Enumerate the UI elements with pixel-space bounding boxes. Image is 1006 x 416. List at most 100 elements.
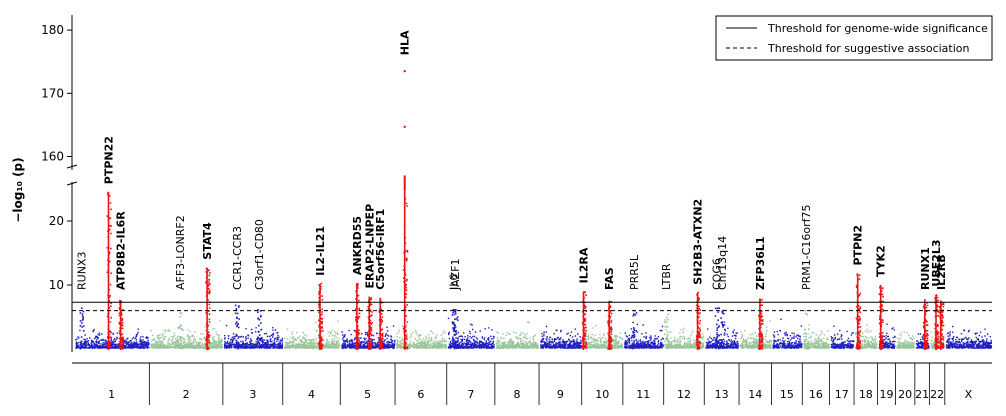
chromosome-label-13: 13	[715, 388, 729, 401]
peak-ptpn2-points	[855, 273, 862, 350]
gene-label-prr5l: PRR5L	[628, 254, 641, 290]
axis-break-mark-upper	[66, 164, 78, 169]
peak-jazf1-points	[453, 309, 459, 349]
chromosome-16-points	[803, 324, 830, 349]
legend-entry-1: Threshold for suggestive association	[767, 42, 970, 55]
chromosome-label-17: 17	[835, 388, 849, 401]
peak-ptpn22-points	[106, 191, 112, 350]
chromosome-label-18: 18	[859, 388, 873, 401]
gene-label-zfp36l1: ZFP36L1	[754, 236, 767, 290]
chromosome-label-4: 4	[308, 388, 315, 401]
chromosome-6-points	[396, 324, 448, 349]
chromosome-label-19: 19	[880, 388, 894, 401]
gene-label-ccr1-ccr3: CCR1-CCR3	[231, 226, 244, 290]
y-tick-label-170: 170	[41, 86, 64, 100]
legend-box	[715, 15, 993, 61]
gene-label-stat4: STAT4	[201, 222, 214, 260]
peak-il2rb-points	[938, 300, 945, 350]
chromosome-13-points	[705, 321, 740, 349]
chromosome-7-points	[447, 317, 495, 349]
peak-ltbr-points	[663, 313, 670, 349]
gene-labels: RUNX3 PTPN22 ATP8B2-IL6R AFF3-LONRF2 STAT4 CC…	[76, 30, 948, 291]
chromosome-label-21: 21	[915, 388, 929, 401]
peak-c5orf56-irf1-points	[378, 297, 384, 350]
chromosome-label-7: 7	[467, 388, 474, 401]
peak-ccr1-ccr3-points	[234, 304, 241, 350]
gene-label-prm1-c16orf75: PRM1-C16orf75	[800, 204, 813, 290]
chromosome-14-points	[740, 320, 772, 349]
chromosome-5-points	[341, 318, 396, 349]
chromosome-label-6: 6	[417, 388, 424, 401]
gene-label-aff3-lonrf2: AFF3-LONRF2	[174, 215, 187, 290]
chromosome-label-5: 5	[364, 388, 371, 401]
legend-entry-0: Threshold for genome-wide significance	[767, 22, 988, 35]
chromosome-label-12: 12	[677, 388, 691, 401]
chromosome-label-X: X	[965, 388, 973, 401]
chromosome-label-10: 10	[595, 388, 609, 401]
chromosome-label-20: 20	[898, 388, 912, 401]
chromosome-label-3: 3	[249, 388, 256, 401]
chromosome-3-points	[223, 324, 284, 349]
chromosome-label-1: 1	[108, 388, 115, 401]
gene-label-c3orf1-cd80: C3orf1-CD80	[253, 219, 266, 290]
gene-label-il2-il21: IL2-IL21	[314, 226, 327, 276]
chromosome-8-points	[495, 321, 539, 349]
gene-label-c5orf56-irf1: C5orf56-IRF1	[374, 209, 387, 290]
y-tick-label-160: 160	[41, 150, 64, 164]
y-tick-label-180: 180	[41, 23, 64, 37]
y-tick-label-20: 20	[49, 214, 64, 228]
peak-il2ra-points	[581, 291, 588, 350]
gene-label-il6: IL6	[447, 274, 460, 290]
chromosome-4-points	[284, 320, 341, 349]
peak-ube2l3-points	[934, 294, 940, 350]
peak-hla-upper-column	[403, 175, 406, 191]
chromosome-1-points	[75, 328, 150, 349]
gene-label-runx3: RUNX3	[76, 252, 89, 290]
gene-label-ltbr: LTBR	[660, 263, 673, 290]
peak-il2-il21-points	[318, 282, 324, 350]
peak-hla-points	[402, 189, 409, 350]
chromosome-label-16: 16	[809, 388, 823, 401]
gene-label-tyk2: TYK2	[875, 245, 888, 277]
peak-prr5l-points	[631, 309, 638, 350]
y-tick-label-10: 10	[49, 278, 64, 292]
peak-runx1-points	[922, 299, 929, 350]
legend: Threshold for genome-wide significance Th…	[715, 15, 993, 61]
gene-label-ube2l3: UBE2L3	[930, 239, 943, 286]
chromosome-11-points	[623, 323, 665, 349]
chromosome-label-9: 9	[557, 388, 564, 401]
peak-c3orf1-cd80-points	[257, 309, 263, 349]
threshold-lines	[72, 301, 992, 312]
gene-label-ptpn22: PTPN22	[103, 136, 116, 184]
outlier-point-0	[403, 125, 406, 128]
chromosome-10-points	[582, 325, 624, 349]
y-axis-label: −log₁₀ (p)	[11, 157, 25, 222]
chromosome-17-points	[830, 325, 855, 349]
chromosome-label-14: 14	[748, 388, 762, 401]
peak-zfp36l1-points	[758, 298, 764, 350]
peak-stat4-points	[205, 267, 211, 350]
gene-label-runx1: RUNX1	[919, 247, 932, 290]
peak-aff3-lonrf2-points	[178, 312, 184, 350]
peak-erap2-lnpep-points	[367, 296, 373, 350]
peak-hla-top-point	[403, 69, 406, 73]
peak-chr13q14-points	[720, 309, 726, 349]
gene-label-atp8b2-il6r: ATP8B2-IL6R	[115, 211, 128, 290]
chromosome-12-points	[665, 327, 705, 349]
peak-runx3-points	[79, 307, 85, 350]
chromosome-20-points	[896, 331, 915, 349]
chromosome-22-points	[930, 321, 945, 349]
chromosome-label-15: 15	[780, 388, 794, 401]
gene-label-hla: HLA	[399, 30, 412, 55]
snp-points	[75, 69, 993, 350]
chromosome-label-8: 8	[513, 388, 520, 401]
peak-tyk2-points	[878, 285, 885, 350]
gene-label-ankrd55: ANKRD55	[351, 216, 364, 275]
gene-label-il2ra: IL2RA	[578, 247, 591, 283]
gene-label-jazf1: JAZF1	[449, 259, 462, 291]
peak-atp8b2-il6r-points	[118, 299, 125, 350]
peak-prm1-c16orf75-points	[804, 309, 810, 350]
